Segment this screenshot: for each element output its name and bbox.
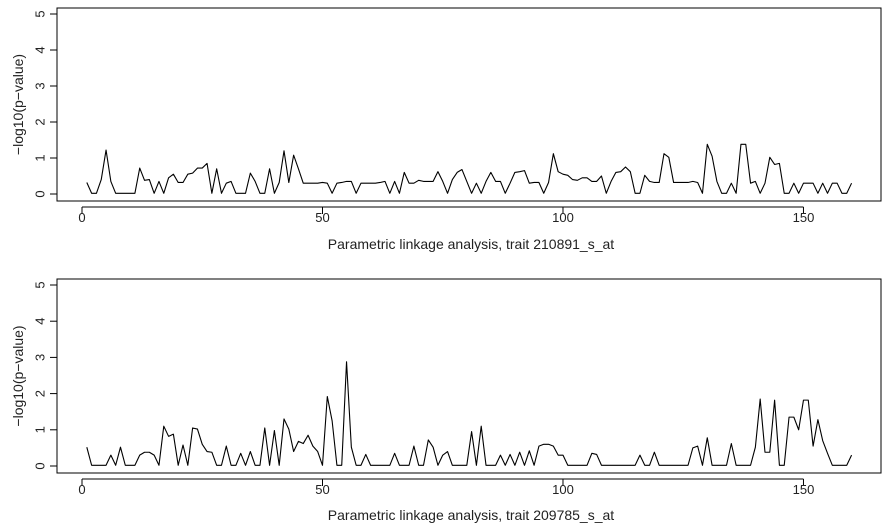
plot-frame-1 <box>56 7 882 202</box>
y-tick-label-2-4: 4 <box>33 318 48 325</box>
plot-frame-2 <box>56 278 882 474</box>
y-tick-label-1-1: 1 <box>33 154 48 161</box>
y-tick-label-1-5: 5 <box>33 10 48 17</box>
x-tick-label-2-100: 100 <box>552 482 574 497</box>
y-tick-label-2-3: 3 <box>33 354 48 361</box>
y-tick-label-1-2: 2 <box>33 118 48 125</box>
x-tick-label-1-150: 150 <box>793 210 815 225</box>
y-tick-label-1-0: 0 <box>33 190 48 197</box>
y-axis-title-1: −log10(p−value) <box>10 54 26 155</box>
x-axis-title-1: Parametric linkage analysis, trait 21089… <box>328 236 614 252</box>
y-tick-label-1-4: 4 <box>33 46 48 53</box>
y-tick-label-1-3: 3 <box>33 82 48 89</box>
y-tick-label-2-0: 0 <box>33 462 48 469</box>
x-tick-label-2-150: 150 <box>793 482 815 497</box>
y-axis-title-2: −log10(p−value) <box>10 325 26 426</box>
y-tick-label-2-5: 5 <box>33 281 48 288</box>
x-tick-label-1-50: 50 <box>315 210 329 225</box>
x-tick-label-1-0: 0 <box>78 210 85 225</box>
y-tick-label-2-2: 2 <box>33 390 48 397</box>
y-tick-label-2-1: 1 <box>33 426 48 433</box>
x-axis-title-2: Parametric linkage analysis, trait 20978… <box>328 507 614 523</box>
x-tick-label-2-50: 50 <box>315 482 329 497</box>
x-tick-label-2-0: 0 <box>78 482 85 497</box>
series-line-2-1 <box>86 361 853 466</box>
x-tick-label-1-100: 100 <box>552 210 574 225</box>
series-line-1-1 <box>86 143 853 194</box>
